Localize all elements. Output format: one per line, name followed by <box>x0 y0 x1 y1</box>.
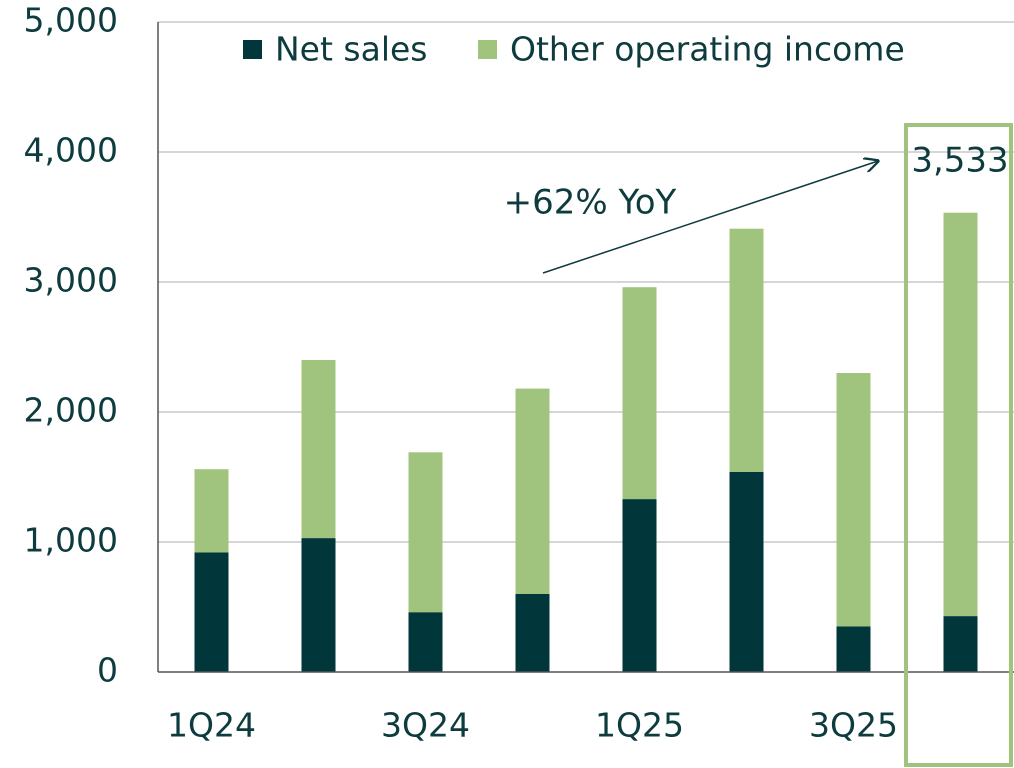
bar-segment <box>194 552 229 672</box>
bar-segment <box>836 373 871 627</box>
legend-label: Net sales <box>275 30 428 69</box>
x-tick-label: 3Q25 <box>809 706 898 745</box>
total-label: 3,533 <box>911 141 1008 181</box>
y-tick-label: 2,000 <box>24 391 118 430</box>
x-tick-label: 1Q24 <box>167 706 256 745</box>
bar-segment <box>943 212 978 617</box>
bar-segment <box>408 612 443 672</box>
bar-segment <box>301 360 336 539</box>
x-tick-label: 3Q24 <box>381 706 470 745</box>
highlight-box <box>904 123 1013 767</box>
bar-segment <box>729 471 764 672</box>
growth-annotation: +62% YoY <box>504 183 677 223</box>
bar-segment <box>622 499 657 672</box>
bar-segment <box>408 452 443 613</box>
legend-swatch <box>478 40 497 59</box>
bar-segment <box>515 594 550 672</box>
bar-segment <box>943 616 978 672</box>
y-tick-label: 0 <box>97 651 118 690</box>
bar-segment <box>729 228 764 472</box>
y-tick-label: 5,000 <box>24 1 118 40</box>
bar-segment <box>836 626 871 672</box>
y-tick-label: 1,000 <box>24 521 118 560</box>
bar-segment <box>194 469 229 553</box>
bar-segment <box>622 287 657 500</box>
bar-segment <box>515 388 550 594</box>
y-tick-label: 4,000 <box>24 131 118 170</box>
bar-segment <box>301 538 336 672</box>
x-tick-label: 1Q25 <box>595 706 684 745</box>
legend-label: Other operating income <box>510 30 905 69</box>
growth-arrow <box>542 161 878 274</box>
legend-swatch <box>243 40 262 59</box>
y-tick-label: 3,000 <box>24 261 118 300</box>
